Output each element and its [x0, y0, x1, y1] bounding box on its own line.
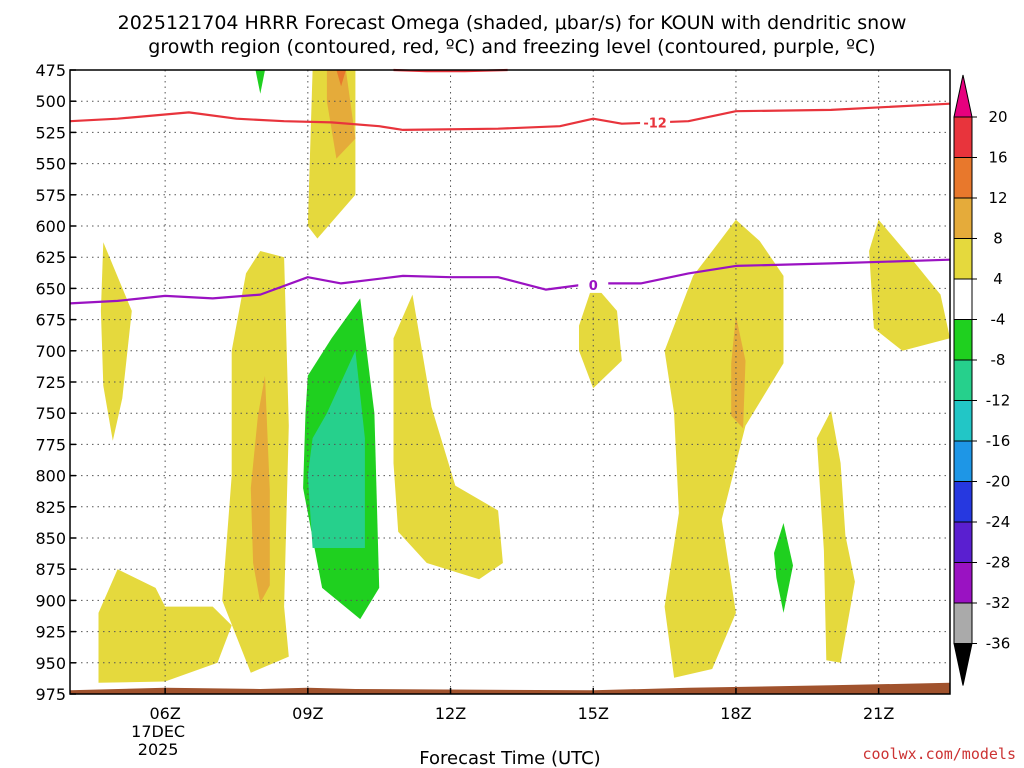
contour-layer: -12 0 — [69, 68, 951, 305]
colorbar-band — [953, 319, 973, 361]
x-tick-label: 06Z — [149, 704, 180, 723]
colorbar-band — [953, 562, 973, 604]
contour-freezing-level — [69, 258, 951, 305]
colorbar-label: 20 — [988, 108, 1007, 126]
contour-label: 0 — [589, 279, 598, 294]
omega-region-12 — [664, 219, 784, 678]
ground-surface — [70, 682, 950, 694]
omega-fill-layer — [98, 70, 950, 683]
omega-region-4 — [255, 70, 265, 94]
x-tick-label: 12Z — [435, 704, 466, 723]
y-tick-label: 725 — [35, 373, 66, 392]
colorbar-band — [953, 481, 973, 523]
y-tick-label: 850 — [35, 529, 66, 548]
colorbar-label: -4 — [991, 311, 1006, 329]
y-tick-label: 925 — [35, 623, 66, 642]
colorbar-band — [953, 400, 973, 442]
y-tick-label: 675 — [35, 311, 66, 330]
y-tick-label: 900 — [35, 591, 66, 610]
x-tick-date: 17DEC — [131, 722, 185, 741]
colorbar-band — [953, 521, 973, 563]
x-tick-label: 09Z — [292, 704, 323, 723]
colorbar-band — [953, 359, 973, 401]
contour-label-bg — [578, 276, 609, 293]
y-tick-label: 475 — [35, 61, 66, 80]
ground-layer — [70, 682, 950, 694]
y-tick-label: 975 — [35, 685, 66, 704]
omega-region-14 — [774, 523, 793, 613]
omega-region-6 — [250, 375, 270, 603]
colorbar-label: -8 — [991, 351, 1006, 369]
colorbar-label: -36 — [986, 635, 1011, 653]
colorbar-band — [953, 238, 973, 280]
colorbar-label: 8 — [993, 230, 1003, 248]
colorbar-label: -12 — [986, 392, 1011, 410]
colorbar-band — [953, 278, 973, 320]
grid-layer — [70, 69, 950, 695]
chart-title-line1: 2025121704 HRRR Forecast Omega (shaded, … — [118, 12, 907, 34]
contour-label-bg — [640, 114, 671, 131]
colorbar-band — [953, 197, 973, 239]
y-tick-label: 825 — [35, 498, 66, 517]
y-tick-label: 750 — [35, 404, 66, 423]
omega-region-3 — [336, 70, 346, 87]
omega-region-2 — [326, 70, 356, 159]
x-tick-date: 2025 — [138, 740, 179, 759]
colorbar-label: -32 — [986, 594, 1011, 612]
y-tick-label: 950 — [35, 654, 66, 673]
colorbar: 20 16 12 8 4 -4 -8 -12 -16 -20 -24 -28 -32 -36 — [953, 74, 1011, 686]
x-tick-label: 21Z — [863, 704, 894, 723]
x-tick-label: 15Z — [578, 704, 609, 723]
colorbar-label: 4 — [993, 270, 1003, 288]
y-axis: 475 500 525 550 575 600 625 650 675 700 725 750 775 8… — [35, 61, 76, 704]
colorbar-label: -28 — [986, 554, 1011, 572]
y-tick-label: 875 — [35, 560, 66, 579]
y-tick-label: 600 — [35, 217, 66, 236]
omega-region-9 — [307, 350, 365, 548]
omega-region-0 — [100, 242, 132, 441]
y-tick-label: 775 — [35, 435, 66, 454]
omega-region-13 — [731, 315, 746, 429]
omega-region-11 — [579, 283, 622, 389]
colorbar-band — [953, 157, 973, 199]
colorbar-bottom-arrow — [953, 643, 973, 686]
credit-text: coolwx.com/models — [862, 745, 1016, 763]
omega-region-10 — [393, 294, 503, 580]
colorbar-label: -16 — [986, 432, 1011, 450]
chart-title-line2: growth region (contoured, red, ºC) and f… — [148, 36, 875, 58]
colorbar-band — [953, 602, 973, 644]
colorbar-label: -24 — [986, 513, 1011, 531]
colorbar-label: 16 — [988, 149, 1007, 167]
colorbar-band — [953, 440, 973, 482]
contour-dendritic-12C — [69, 102, 951, 131]
colorbar-top-arrow — [953, 74, 973, 118]
omega-region-16 — [869, 219, 950, 351]
y-tick-label: 500 — [35, 92, 66, 111]
y-tick-label: 525 — [35, 123, 66, 142]
y-tick-label: 625 — [35, 248, 66, 267]
omega-region-15 — [816, 410, 855, 663]
contour-label: -12 — [643, 117, 667, 132]
x-tick-label: 18Z — [720, 704, 751, 723]
y-tick-label: 700 — [35, 342, 66, 361]
y-tick-label: 575 — [35, 186, 66, 205]
y-tick-label: 550 — [35, 155, 66, 174]
colorbar-label: -20 — [986, 473, 1011, 491]
y-tick-label: 800 — [35, 467, 66, 486]
colorbar-label: 12 — [988, 189, 1007, 207]
y-tick-label: 650 — [35, 279, 66, 298]
colorbar-band — [953, 116, 973, 158]
x-axis-label: Forecast Time (UTC) — [419, 748, 600, 768]
